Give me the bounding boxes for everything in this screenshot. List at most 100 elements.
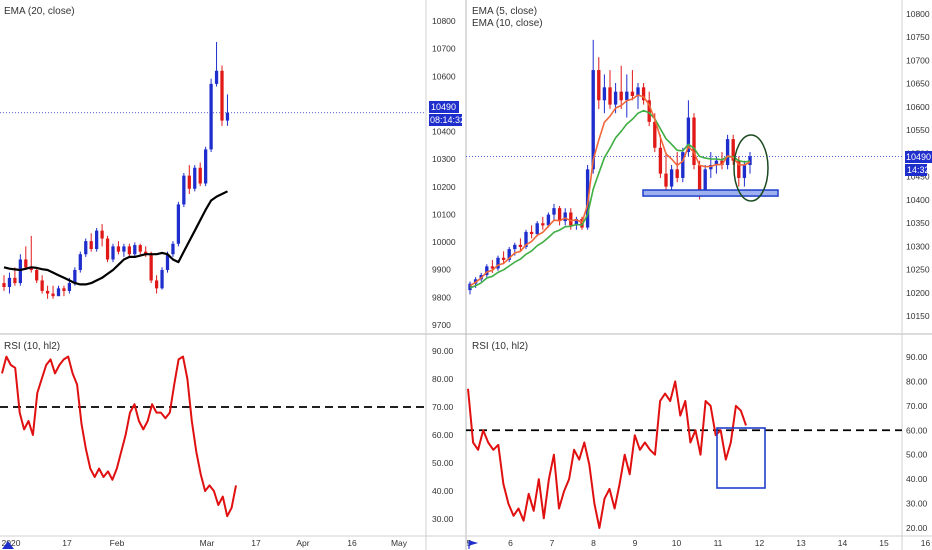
candle-body[interactable] [580, 218, 584, 228]
candle-body[interactable] [468, 283, 472, 291]
candle-body[interactable] [29, 267, 33, 270]
candle-body[interactable] [51, 293, 55, 297]
rsi-highlight-box[interactable] [716, 427, 766, 489]
candle-body[interactable] [720, 160, 724, 165]
candle-body[interactable] [209, 83, 213, 150]
flag-marker-icon[interactable] [468, 540, 479, 549]
candle-body[interactable] [111, 246, 115, 260]
candle-body[interactable] [67, 283, 72, 291]
candle-body[interactable] [529, 231, 534, 235]
candle-body[interactable] [709, 165, 713, 170]
highlight-ellipse[interactable] [733, 134, 769, 202]
candle-body[interactable] [18, 259, 22, 284]
candle-body[interactable] [737, 160, 741, 178]
candle-body[interactable] [669, 169, 674, 187]
candle-body[interactable] [535, 223, 539, 235]
right-rsi-legend[interactable]: RSI (10, hl2) [472, 341, 528, 352]
ema5-line[interactable] [469, 94, 751, 287]
right-rsi-plot[interactable] [466, 380, 902, 529]
candle-body[interactable] [625, 91, 629, 101]
ema20-line[interactable] [3, 190, 228, 286]
candle-body[interactable] [647, 100, 651, 122]
candle-body[interactable] [552, 208, 556, 215]
candle-body[interactable] [116, 246, 121, 252]
candle-body[interactable] [78, 254, 82, 270]
candle-body[interactable] [557, 208, 562, 222]
candle-body[interactable] [748, 156, 752, 165]
candle-body[interactable] [619, 91, 623, 101]
candle-body[interactable] [692, 117, 696, 165]
candle-body[interactable] [225, 112, 230, 121]
ema10-line[interactable] [469, 109, 751, 289]
candle-body[interactable] [524, 231, 528, 247]
right-price-plot[interactable] [466, 39, 902, 295]
candle-body[interactable] [641, 87, 646, 101]
candle-body[interactable] [35, 269, 39, 281]
candle-body[interactable] [56, 288, 61, 297]
candle-body[interactable] [160, 269, 164, 289]
candle-body[interactable] [105, 238, 110, 260]
left-price-plot[interactable] [0, 41, 426, 299]
candle-body[interactable] [13, 277, 17, 284]
candle-body[interactable] [597, 70, 601, 101]
candle-body[interactable] [731, 139, 735, 161]
candle-body[interactable] [182, 175, 186, 205]
rsi-line[interactable] [1, 355, 237, 518]
candle-body[interactable] [636, 87, 640, 96]
candle-body[interactable] [187, 175, 191, 189]
candle-body[interactable] [100, 230, 104, 239]
left-rsi-plot[interactable] [0, 355, 426, 518]
candle-body[interactable] [613, 91, 618, 105]
candle-body[interactable] [602, 87, 607, 101]
candle-body[interactable] [658, 147, 663, 174]
left-time-axis[interactable]: 2020 17 Feb Mar 17 Apr 16 May [2, 538, 408, 548]
candle-body[interactable] [653, 121, 657, 148]
candle-body[interactable] [490, 266, 495, 269]
candle-body[interactable] [214, 70, 219, 84]
candle-body[interactable] [220, 70, 224, 121]
candle-body[interactable] [138, 245, 142, 252]
right-time-axis[interactable]: 5678910111213141516 [467, 538, 931, 548]
candle-body[interactable] [7, 277, 12, 287]
candle-body[interactable] [24, 259, 28, 268]
candle-body[interactable] [630, 91, 635, 96]
right-ema10-legend[interactable]: EMA (10, close) [472, 18, 543, 29]
candle-body[interactable] [40, 280, 44, 291]
candle-body[interactable] [133, 245, 137, 255]
candle-body[interactable] [574, 218, 579, 226]
candle-body[interactable] [496, 257, 500, 269]
candle-body[interactable] [681, 152, 685, 178]
candle-body[interactable] [45, 290, 50, 294]
candle-body[interactable] [518, 244, 523, 247]
left-rsi-legend[interactable]: RSI (10, hl2) [4, 341, 60, 352]
candle-body[interactable] [176, 204, 181, 244]
candle-body[interactable] [742, 165, 747, 178]
left-rsi-axis[interactable]: 90.00 80.00 70.00 60.00 50.00 40.00 30.00 [432, 346, 454, 524]
candle-body[interactable] [2, 283, 6, 287]
candle-body[interactable] [144, 251, 148, 255]
candle-body[interactable] [546, 214, 551, 226]
triangle-marker-icon[interactable] [2, 541, 14, 549]
candle-body[interactable] [541, 223, 545, 226]
candle-body[interactable] [485, 266, 489, 276]
candle-body[interactable] [513, 244, 517, 250]
candle-body[interactable] [664, 173, 668, 187]
right-rsi-axis[interactable]: 90.00 80.00 70.00 60.00 50.00 40.00 30.00 20.00 [906, 352, 928, 533]
candle-body[interactable] [569, 212, 573, 226]
candle-body[interactable] [204, 149, 208, 184]
candle-body[interactable] [703, 169, 707, 191]
candle-body[interactable] [149, 254, 153, 281]
candle-body[interactable] [675, 169, 679, 178]
rsi-line[interactable] [467, 380, 747, 529]
candle-body[interactable] [122, 246, 126, 252]
candle-body[interactable] [84, 241, 88, 255]
candle-body[interactable] [95, 230, 99, 249]
right-ema5-legend[interactable]: EMA (5, close) [472, 6, 537, 17]
candle-body[interactable] [697, 165, 702, 191]
candle-body[interactable] [73, 269, 77, 284]
candle-body[interactable] [165, 254, 170, 270]
candle-body[interactable] [714, 160, 719, 165]
candle-body[interactable] [563, 212, 567, 222]
candle-body[interactable] [127, 246, 131, 255]
candle-body[interactable] [501, 257, 506, 260]
